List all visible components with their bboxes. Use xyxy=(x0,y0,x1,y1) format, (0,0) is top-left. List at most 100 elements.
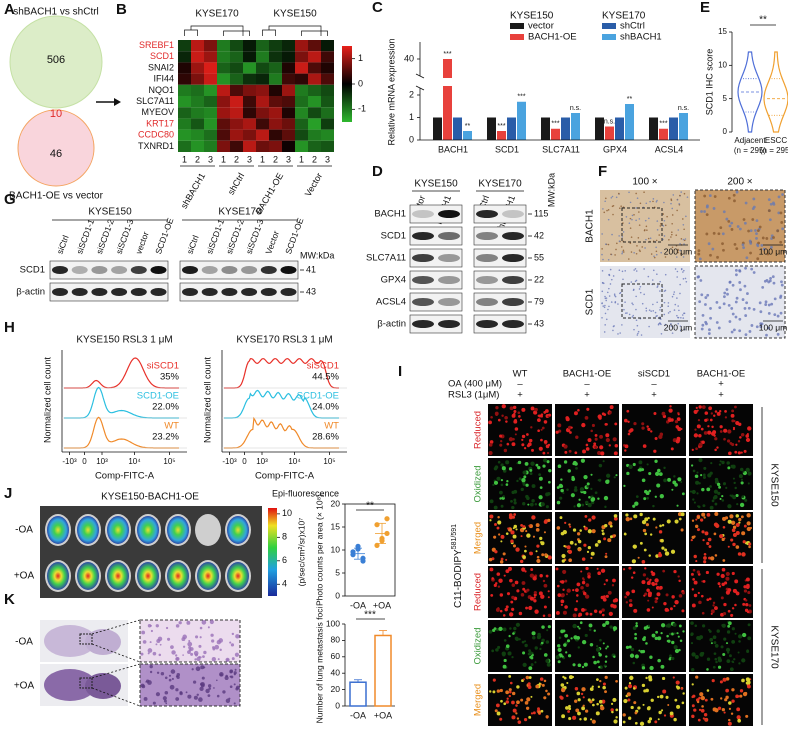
break-mark xyxy=(415,85,425,91)
ihc-nucleus xyxy=(652,200,654,203)
cell xyxy=(720,645,724,649)
cell xyxy=(714,657,718,661)
tissue-dot xyxy=(159,643,162,646)
zoom-box xyxy=(621,207,663,243)
cell xyxy=(529,472,533,476)
ihc-nucleus xyxy=(613,325,615,327)
cell xyxy=(700,427,704,431)
cell xyxy=(724,416,728,419)
ihc-nucleus xyxy=(745,256,749,260)
cell xyxy=(703,431,708,435)
cell xyxy=(564,521,567,524)
tissue-dot xyxy=(211,639,215,643)
cell xyxy=(699,635,704,640)
blot-band xyxy=(476,210,498,218)
cell xyxy=(601,608,605,612)
cell xyxy=(577,539,582,544)
heatmap-cell xyxy=(269,40,282,52)
cell xyxy=(743,589,748,593)
cell xyxy=(493,535,497,539)
cell xyxy=(719,680,723,684)
ihc-nucleus xyxy=(643,229,646,232)
ihc-nucleus xyxy=(781,193,784,196)
cell xyxy=(584,594,590,599)
cell xyxy=(488,557,493,562)
cell xyxy=(500,540,503,543)
ihc-nucleus xyxy=(624,301,626,303)
zoom-line xyxy=(91,619,141,635)
replicate-label: 3 xyxy=(325,154,330,164)
cell xyxy=(495,405,499,410)
lane-label: Vector xyxy=(263,229,281,255)
cell xyxy=(605,647,608,650)
cell xyxy=(696,528,700,532)
cell xyxy=(673,569,677,574)
cell xyxy=(731,521,735,525)
cell xyxy=(624,595,627,599)
tissue-dot xyxy=(226,658,229,662)
ihc-nucleus xyxy=(651,279,654,281)
replicate-label: 1 xyxy=(182,154,187,164)
ihc-nucleus xyxy=(615,196,618,199)
tissue-dot xyxy=(195,666,201,672)
lane-label: SCD1-OE xyxy=(153,216,175,255)
ihc-nucleus xyxy=(645,309,648,312)
cell xyxy=(504,416,508,420)
cell xyxy=(695,560,698,563)
cell xyxy=(533,410,538,415)
cell xyxy=(538,682,541,685)
cell xyxy=(596,678,599,682)
cell xyxy=(525,530,528,533)
colorbar-tick-label: 8 xyxy=(282,532,287,542)
cell xyxy=(521,581,526,585)
ihc-nucleus xyxy=(677,251,679,254)
cell xyxy=(572,663,576,667)
ihc-nucleus xyxy=(655,246,657,249)
blot-band xyxy=(280,266,297,274)
cell xyxy=(713,414,716,417)
cell xyxy=(557,464,562,469)
cell xyxy=(717,656,722,661)
tissue-dot xyxy=(208,687,211,690)
panel-label: G xyxy=(4,191,16,208)
cell xyxy=(560,593,565,598)
cell xyxy=(717,582,721,586)
cell xyxy=(741,632,747,638)
lung-signal xyxy=(47,516,69,544)
cell xyxy=(498,533,501,536)
ihc-nucleus xyxy=(679,253,682,255)
cell xyxy=(608,611,613,616)
ihc-nucleus xyxy=(715,300,719,304)
cell xyxy=(702,538,705,542)
cell xyxy=(624,686,628,690)
ihc-nucleus xyxy=(680,268,683,271)
replicate-label: 3 xyxy=(247,154,252,164)
blot-band xyxy=(438,298,460,306)
ihc-nucleus xyxy=(612,275,615,277)
cell xyxy=(597,685,601,689)
cell xyxy=(499,443,503,447)
heatmap-cell xyxy=(230,118,243,130)
cell xyxy=(742,602,746,606)
cell xyxy=(527,652,531,656)
cell xyxy=(656,695,660,699)
heatmap-cell xyxy=(178,129,191,141)
ihc-nucleus xyxy=(649,237,652,239)
mw-label: 43 xyxy=(534,318,544,328)
cell xyxy=(545,574,549,578)
cell xyxy=(490,593,494,597)
ihc-nucleus xyxy=(632,303,634,306)
cell xyxy=(665,593,669,597)
ihc-nucleus xyxy=(622,249,625,252)
bar xyxy=(605,126,614,140)
cell xyxy=(528,605,533,611)
tissue-dot xyxy=(230,675,234,679)
cell xyxy=(704,531,709,536)
ihc-nucleus xyxy=(671,214,674,216)
cell xyxy=(575,588,579,592)
cell xyxy=(570,637,573,640)
ihc-nucleus xyxy=(622,222,624,224)
cell xyxy=(637,556,640,559)
cell xyxy=(725,642,729,645)
treatment-label: OA (400 μM) xyxy=(448,379,502,390)
